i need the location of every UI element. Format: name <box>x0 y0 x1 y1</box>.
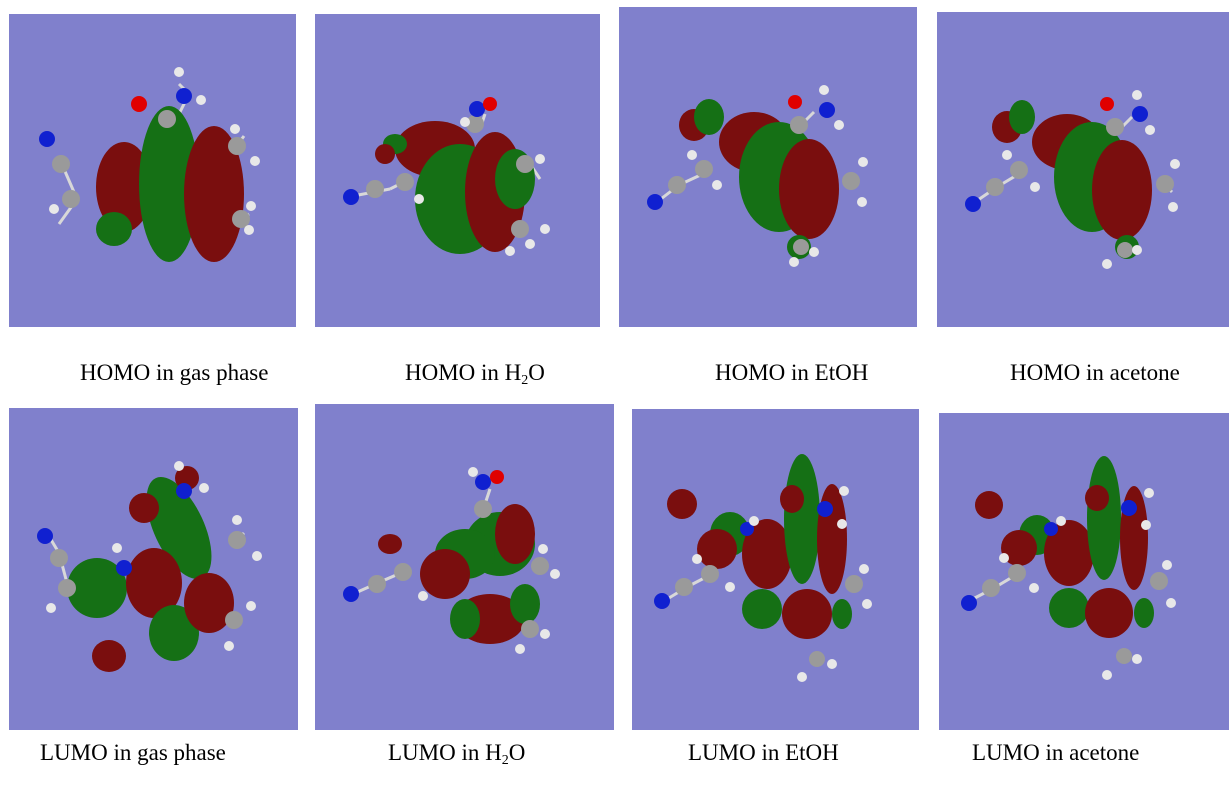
caption-homo-gas-phase: HOMO in gas phase <box>80 360 269 385</box>
orbital-lobe-red <box>96 142 152 232</box>
molecular-orbital-render <box>343 467 560 654</box>
orbital-lobe-green <box>139 106 199 262</box>
caption-homo-etoh: HOMO in EtOH <box>715 360 869 385</box>
homo-acetone-image <box>937 12 1229 327</box>
homo-h2o-image <box>315 14 600 327</box>
lumo-etoh-image <box>632 409 919 730</box>
lumo-h2o-image <box>315 404 614 730</box>
caption-homo-acetone: HOMO in acetone <box>1010 360 1180 385</box>
lumo-acetone-image <box>939 413 1229 730</box>
molecular-orbital-render <box>647 85 868 267</box>
homo-etoh-image <box>619 7 917 327</box>
molecular-orbital-render <box>961 456 1176 680</box>
caption-lumo-gas-phase: LUMO in gas phase <box>40 740 226 765</box>
molecular-orbital-render <box>343 97 550 256</box>
caption-homo-h2o: HOMO in H2O <box>405 360 545 388</box>
caption-lumo-h2o: LUMO in H2O <box>388 740 526 768</box>
molecular-orbital-render <box>39 67 260 262</box>
molecular-orbital-render <box>965 90 1180 269</box>
molecular-orbital-render <box>37 461 262 672</box>
caption-lumo-etoh: LUMO in EtOH <box>688 740 839 765</box>
lumo-gas-phase-image <box>9 408 298 730</box>
caption-lumo-acetone: LUMO in acetone <box>972 740 1140 765</box>
atoms <box>39 67 260 235</box>
homo-gas-phase-image <box>9 14 296 327</box>
molecular-orbital-render <box>654 454 872 682</box>
orbital-lobe-red <box>184 126 244 262</box>
orbital-lobe-green <box>96 212 132 246</box>
